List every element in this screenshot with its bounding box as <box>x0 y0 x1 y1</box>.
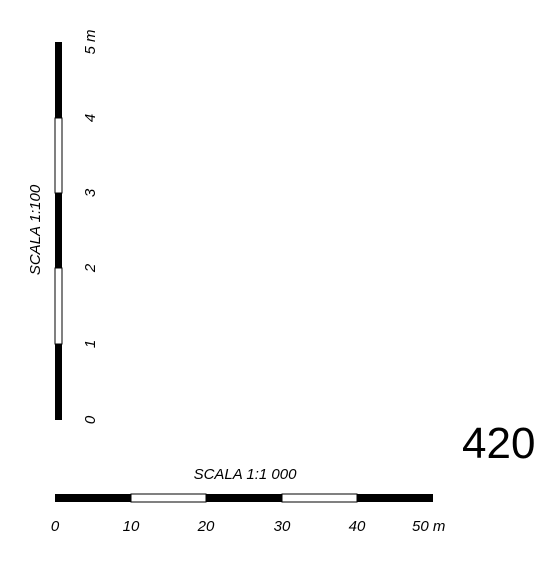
h-tick-4: 40 <box>349 518 366 535</box>
v-tick-4: 4 <box>82 114 99 122</box>
h-seg-4 <box>357 494 433 502</box>
v-tick-1: 1 <box>82 340 99 348</box>
v-seg-4 <box>55 42 62 118</box>
h-tick-1: 10 <box>123 518 140 535</box>
horizontal-scale-title: SCALA 1:1 000 <box>194 466 298 483</box>
horizontal-scale-bar <box>55 493 433 503</box>
h-tick-2: 20 <box>197 518 215 535</box>
corner-number: 420 <box>462 419 535 468</box>
v-seg-1 <box>54 267 63 345</box>
v-tick-3: 3 <box>82 188 99 197</box>
v-seg-0 <box>55 344 62 420</box>
vertical-scale-tick-labels: 0 1 2 3 4 5 m <box>82 29 99 424</box>
v-tick-0: 0 <box>82 415 99 424</box>
h-seg-3 <box>281 493 358 503</box>
v-tick-2: 2 <box>82 263 99 273</box>
vertical-scale-bar <box>54 42 63 420</box>
h-tick-5: 50 m <box>412 518 445 535</box>
v-tick-5: 5 m <box>82 29 99 54</box>
v-seg-3 <box>54 117 63 194</box>
horizontal-scale-tick-labels: 0 10 20 30 40 50 m <box>51 518 446 535</box>
vertical-scale-title: SCALA 1:100 <box>27 184 44 275</box>
h-seg-0 <box>55 494 131 502</box>
h-tick-0: 0 <box>51 518 60 535</box>
h-seg-1 <box>130 493 207 503</box>
h-tick-3: 30 <box>274 518 291 535</box>
v-seg-2 <box>55 193 62 268</box>
h-seg-2 <box>206 494 282 502</box>
